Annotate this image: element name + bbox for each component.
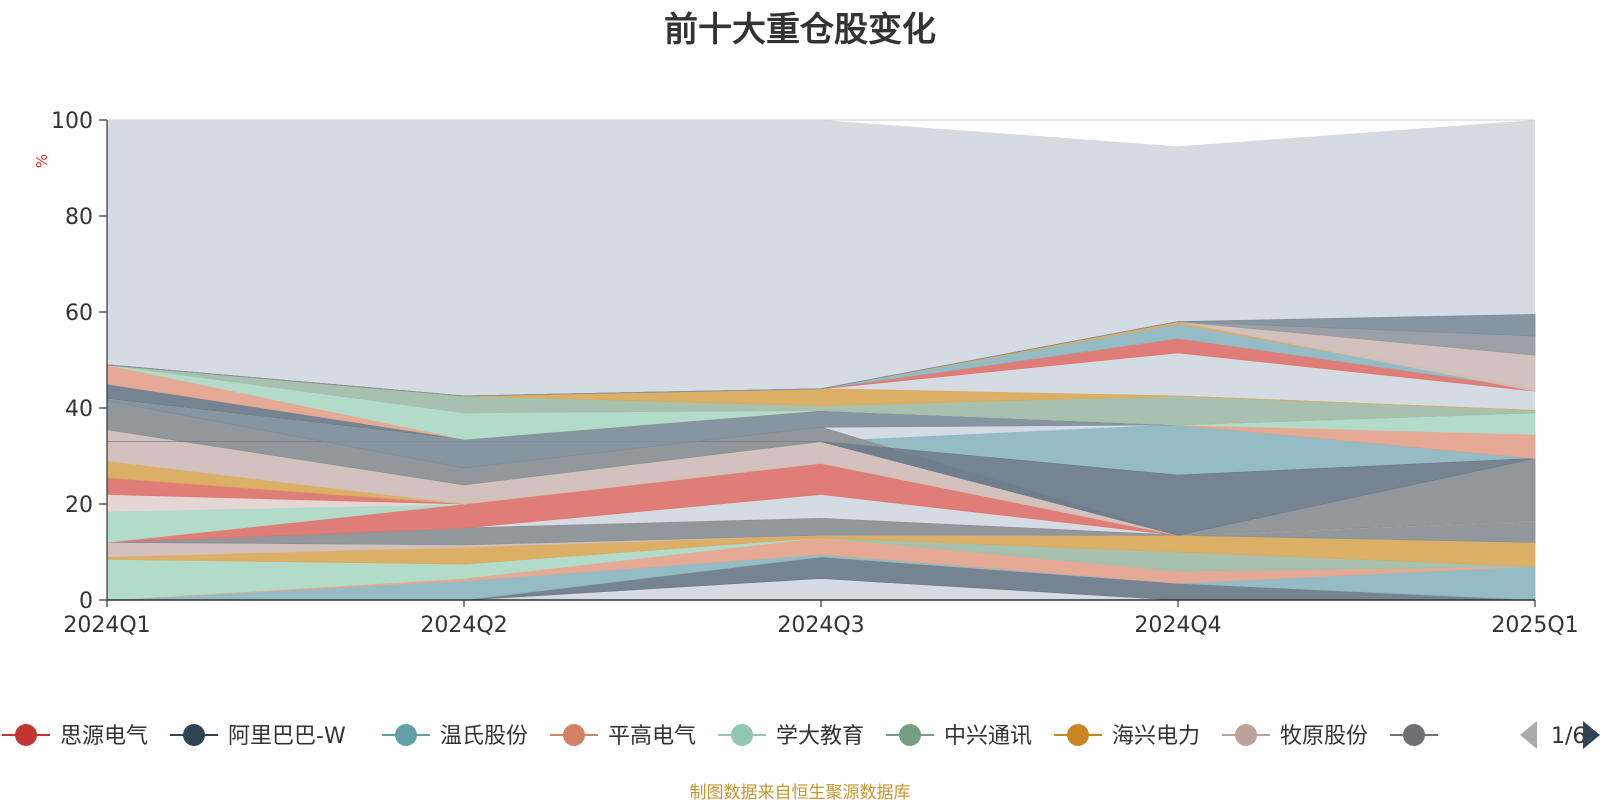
legend-item-8[interactable]: [1390, 724, 1438, 746]
legend-item-0[interactable]: 思源电气: [2, 724, 148, 749]
x-tick-label-1: 2024Q2: [420, 613, 507, 638]
legend-item-4[interactable]: 学大教育: [718, 724, 864, 749]
legend-next-page-icon[interactable]: [1583, 721, 1600, 749]
legend: 思源电气 阿里巴巴-W 温氏股份 平高电气 学大教育 中兴通讯 海兴电力 牧原股份 1/6: [2, 721, 1600, 749]
chart-title: 前十大重仓股变化: [664, 10, 936, 50]
legend-label: 温氏股份: [440, 724, 528, 749]
area-layer-31: [106, 313, 1536, 397]
y-tick-label-100: 100: [51, 109, 93, 134]
legend-label: 中兴通讯: [944, 724, 1032, 749]
legend-marker-icon: [899, 724, 921, 746]
legend-marker-icon: [731, 724, 753, 746]
y-axis-unit-label: %: [33, 154, 51, 168]
x-tick-label-3: 2024Q4: [1134, 613, 1221, 638]
legend-item-6[interactable]: 海兴电力: [1054, 724, 1200, 749]
legend-marker-icon: [395, 724, 417, 746]
legend-label: 阿里巴巴-W: [228, 724, 346, 749]
x-tick-label-2: 2024Q3: [777, 613, 864, 638]
legend-marker-icon: [15, 724, 37, 746]
legend-marker-icon: [563, 724, 585, 746]
legend-item-1[interactable]: 阿里巴巴-W: [170, 724, 346, 749]
legend-item-7[interactable]: 牧原股份: [1222, 724, 1368, 749]
x-tick-label-0: 2024Q1: [63, 613, 150, 638]
legend-item-3[interactable]: 平高电气: [550, 724, 696, 749]
legend-label: 牧原股份: [1280, 724, 1368, 749]
y-tick-label-80: 80: [65, 205, 93, 230]
legend-page-indicator: 1/6: [1551, 724, 1586, 749]
legend-label: 平高电气: [608, 724, 696, 749]
area-layers: [106, 120, 1536, 601]
legend-label: 学大教育: [776, 724, 864, 749]
y-tick-label-40: 40: [65, 397, 93, 422]
y-tick-label-20: 20: [65, 493, 93, 518]
legend-item-5[interactable]: 中兴通讯: [886, 724, 1032, 749]
legend-marker-icon: [1403, 724, 1425, 746]
legend-label: 思源电气: [60, 724, 148, 749]
legend-item-2[interactable]: 温氏股份: [382, 724, 528, 749]
y-tick-label-60: 60: [65, 301, 93, 326]
legend-marker-icon: [1235, 724, 1257, 746]
axes: 0 20 40 60 80 100 2024Q1 2024Q2 2024Q3 2024Q4 2025…: [51, 109, 1579, 638]
legend-marker-icon: [1067, 724, 1089, 746]
source-note: 制图数据来自恒生聚源数据库: [689, 783, 911, 803]
y-tick-label-0: 0: [79, 589, 93, 614]
x-tick-label-4: 2025Q1: [1491, 613, 1578, 638]
legend-prev-page-icon[interactable]: [1520, 721, 1537, 749]
legend-label: 海兴电力: [1112, 724, 1200, 749]
area-layer-8: [106, 517, 1536, 546]
legend-marker-icon: [183, 724, 205, 746]
